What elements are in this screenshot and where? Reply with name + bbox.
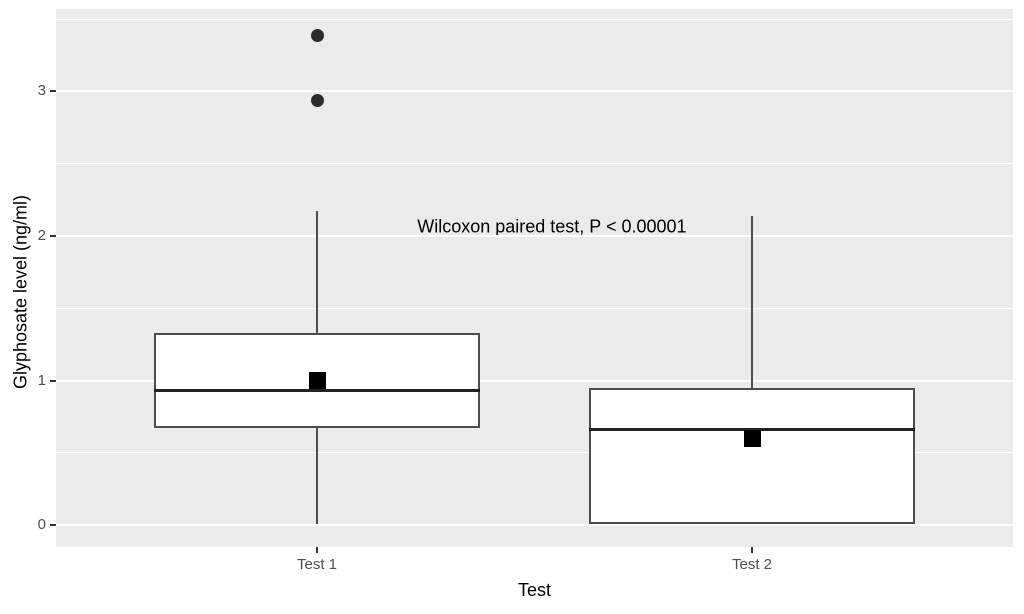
- x-axis-title: Test: [517, 580, 552, 600]
- mean-marker-1: [308, 372, 326, 390]
- y-tick-mark: [50, 524, 56, 527]
- outlier-point-1: [310, 93, 324, 107]
- y-tick-mark: [50, 235, 56, 238]
- gridline-major: [56, 379, 1013, 382]
- mean-marker-2: [743, 430, 761, 448]
- upper-whisker-1: [316, 211, 318, 333]
- gridline-major: [56, 90, 1013, 93]
- outlier-point-1: [310, 28, 324, 42]
- box-2: [588, 387, 916, 524]
- y-axis-title: Glyphosate level (ng/ml): [10, 194, 31, 390]
- gridline-minor: [56, 452, 1013, 454]
- median-line-1: [153, 389, 481, 393]
- x-tick-mark: [751, 547, 753, 553]
- x-tick-label: Test 2: [731, 556, 773, 573]
- gridline-minor: [56, 18, 1013, 20]
- median-line-2: [588, 428, 916, 432]
- x-tick-label: Test 1: [296, 556, 338, 573]
- gridline-minor: [56, 307, 1013, 309]
- y-tick-label: 0: [37, 516, 46, 534]
- y-tick-mark: [50, 379, 56, 382]
- gridline-major: [56, 235, 1013, 238]
- gridline-minor: [56, 163, 1013, 165]
- x-tick-mark: [316, 547, 318, 553]
- y-tick-label: 1: [37, 371, 46, 389]
- lower-whisker-1: [316, 428, 318, 524]
- y-tick-label: 2: [37, 227, 46, 245]
- stat-annotation: Wilcoxon paired test, P < 0.00001: [417, 216, 687, 237]
- y-tick-mark: [50, 90, 56, 93]
- upper-whisker-2: [751, 215, 753, 388]
- y-tick-label: 3: [37, 82, 46, 100]
- gridline-major: [56, 524, 1013, 527]
